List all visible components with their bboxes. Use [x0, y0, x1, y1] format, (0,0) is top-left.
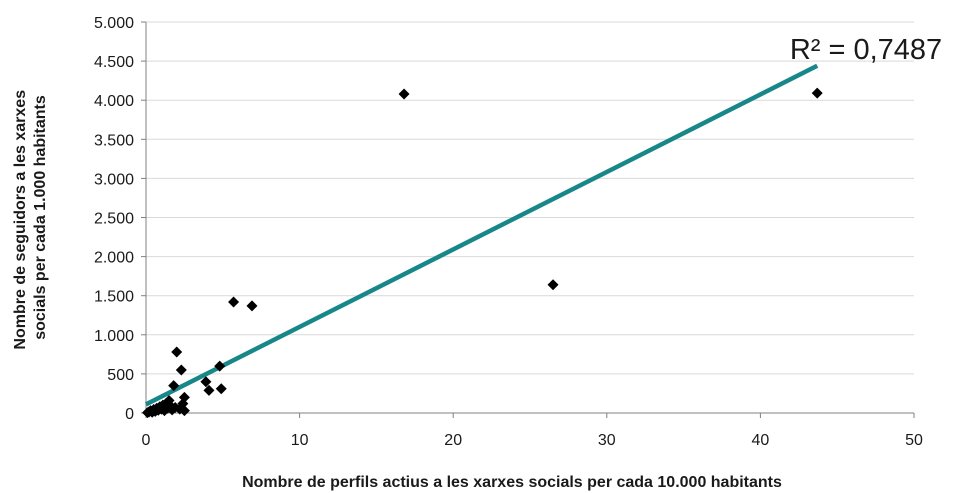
axes	[141, 21, 915, 418]
y-tick-label: 3.000	[94, 171, 134, 188]
data-point	[811, 87, 823, 99]
r-squared-annotation: R² = 0,7487	[790, 34, 942, 66]
data-point	[175, 364, 187, 376]
y-tick-label: 5.000	[94, 15, 134, 32]
data-point	[171, 346, 183, 358]
y-tick-label: 3.500	[94, 132, 134, 149]
data-point	[228, 296, 240, 308]
y-tick-label: 0	[125, 406, 134, 423]
data-point	[178, 391, 190, 403]
data-point	[398, 88, 410, 100]
x-tick-label: 20	[444, 432, 462, 449]
y-axis-title: Nombre de seguidors a les xarxes socials…	[12, 85, 49, 349]
y-tick-labels: 0 500 1.000 1.500 2.000 2.500 3.000 3.500 4.000 4…	[94, 15, 134, 423]
x-tick-label: 10	[291, 432, 309, 449]
y-tick-label: 500	[107, 367, 134, 384]
x-axis-title: Nombre de perfils actius a les xarxes so…	[242, 474, 782, 491]
data-points	[142, 87, 823, 419]
x-tick-label: 40	[752, 432, 770, 449]
y-tick-label: 2.500	[94, 211, 134, 228]
grid-lines	[146, 21, 914, 375]
y-tick-label: 2.000	[94, 250, 134, 267]
data-point	[214, 360, 226, 372]
x-tick-label: 50	[905, 432, 923, 449]
y-axis-title-line-1: Nombre de seguidors a les xarxes	[12, 90, 29, 350]
data-point	[203, 384, 215, 396]
y-tick-label: 1.000	[94, 328, 134, 345]
data-point	[200, 376, 212, 388]
y-tick-label: 4.000	[94, 93, 134, 110]
data-point	[215, 383, 227, 395]
data-point	[178, 405, 190, 417]
y-axis-title-line-2: socials per cada 1.000 habitants	[32, 95, 49, 340]
x-tick-label: 30	[598, 432, 616, 449]
data-point	[246, 300, 258, 312]
x-tick-label: 0	[142, 432, 151, 449]
trendline-group	[144, 63, 819, 407]
data-point	[168, 380, 180, 392]
x-tick-labels: 0 10 20 30 40 50	[142, 432, 923, 449]
data-point	[547, 279, 559, 291]
y-tick-label: 4.500	[94, 54, 134, 71]
trendline	[144, 63, 819, 407]
y-tick-label: 1.500	[94, 289, 134, 306]
